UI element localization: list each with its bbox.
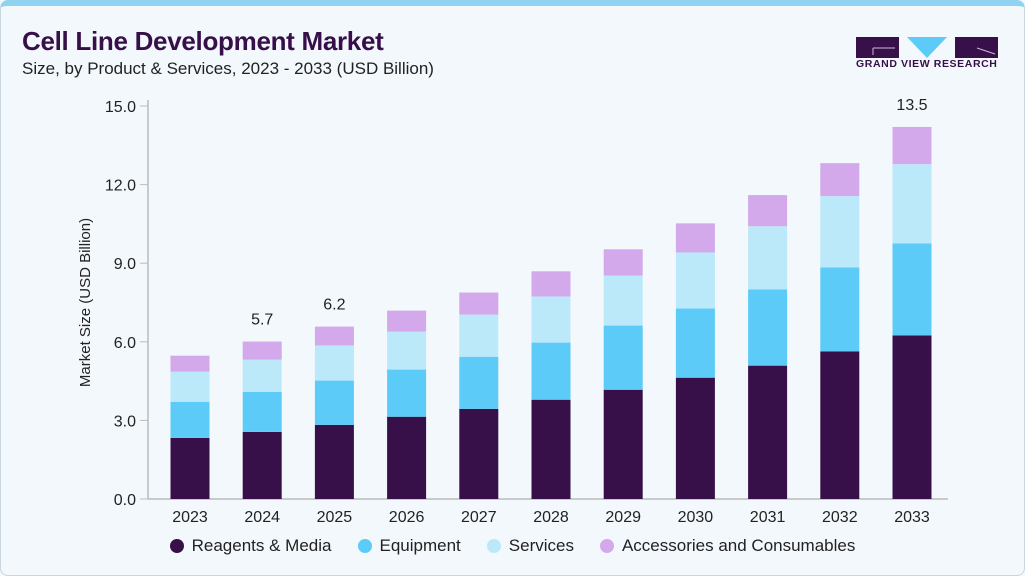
bar-segment: [242, 341, 282, 360]
x-tick-label: 2029: [605, 509, 641, 526]
x-tick-label: 2032: [822, 509, 858, 526]
x-tick-label: 2024: [244, 509, 280, 526]
bar-segment: [242, 359, 282, 392]
bar-segment: [242, 391, 282, 432]
bar-segment: [242, 431, 282, 499]
bar-segment: [748, 365, 788, 499]
legend-dot-icon: [599, 539, 614, 553]
bar-segment: [314, 424, 354, 499]
bar-segment: [387, 331, 427, 370]
bar-segment: [820, 351, 860, 499]
bar-segment: [675, 308, 715, 378]
x-tick-label: 2026: [389, 509, 425, 526]
data-label: 5.7: [251, 312, 273, 329]
y-tick-label: 6.0: [114, 335, 136, 352]
x-tick-label: 2023: [172, 509, 208, 526]
bar-segment: [603, 325, 643, 390]
legend-item: Equipment: [357, 536, 461, 556]
x-tick-label: 2028: [533, 509, 569, 526]
bar-segment: [459, 292, 499, 315]
legend-item: Reagents & Media: [169, 536, 332, 556]
legend-item: Accessories and Consumables: [599, 536, 856, 556]
bar-segment: [459, 356, 499, 409]
bar-segment: [170, 401, 210, 438]
x-tick-label: 2031: [750, 509, 786, 526]
bar-segment: [170, 437, 210, 499]
bar-segment: [675, 377, 715, 499]
data-label: 13.5: [896, 97, 927, 114]
legend-dot-icon: [357, 539, 372, 553]
grand-view-research-logo: [856, 37, 998, 58]
bar-segment: [531, 399, 571, 499]
bar-segment: [531, 342, 571, 400]
legend: Reagents & Media Equipment Services Accesso…: [0, 536, 1025, 556]
data-label: 6.2: [323, 297, 345, 314]
y-tick-label: 15.0: [105, 99, 136, 116]
legend-dot-icon: [169, 539, 184, 553]
bar-segment: [459, 408, 499, 499]
legend-label: Accessories and Consumables: [621, 536, 856, 555]
logo-text: GRAND VIEW RESEARCH: [856, 58, 998, 70]
bar-segment: [387, 416, 427, 499]
bar-segment: [603, 249, 643, 276]
legend-label: Services: [508, 536, 574, 555]
legend-item: Services: [486, 536, 574, 556]
bar-segment: [892, 164, 932, 244]
bar-segment: [675, 252, 715, 309]
legend-dot-icon: [486, 539, 501, 553]
bar-segment: [892, 335, 932, 499]
bar-segment: [459, 314, 499, 357]
bar-segment: [170, 371, 210, 402]
bar-segment: [387, 310, 427, 332]
bar-segment: [820, 163, 860, 197]
y-tick-label: 9.0: [114, 256, 136, 273]
bar-segment: [603, 275, 643, 326]
x-tick-label: 2025: [317, 509, 353, 526]
bar-segment: [531, 271, 571, 297]
y-tick-label: 3.0: [114, 413, 136, 430]
bar-segment: [314, 326, 354, 346]
x-tick-label: 2030: [678, 509, 714, 526]
bar-segment: [748, 195, 788, 227]
chart-subtitle: Size, by Product & Services, 2023 - 2033…: [22, 59, 434, 78]
bar-segment: [748, 289, 788, 366]
bar-segment: [531, 296, 571, 343]
bar-segment: [892, 243, 932, 336]
bar-segment: [314, 380, 354, 425]
bar-segment: [675, 223, 715, 253]
x-tick-label: 2033: [894, 509, 930, 526]
legend-label: Equipment: [379, 536, 461, 555]
bar-segment: [170, 355, 210, 372]
bar-segment: [314, 345, 354, 381]
bar-segment: [748, 226, 788, 290]
legend-label: Reagents & Media: [191, 536, 332, 555]
bar-segment: [892, 126, 932, 165]
bar-segment: [820, 196, 860, 268]
bar-segment: [387, 369, 427, 417]
chart-title: Cell Line Development Market: [22, 26, 384, 56]
y-tick-label: 0.0: [114, 492, 136, 509]
bar-segment: [603, 389, 643, 499]
y-tick-label: 12.0: [105, 178, 136, 195]
x-tick-label: 2027: [461, 509, 497, 526]
y-axis-label: Market Size (USD Billion): [77, 218, 94, 387]
bar-segment: [820, 267, 860, 352]
